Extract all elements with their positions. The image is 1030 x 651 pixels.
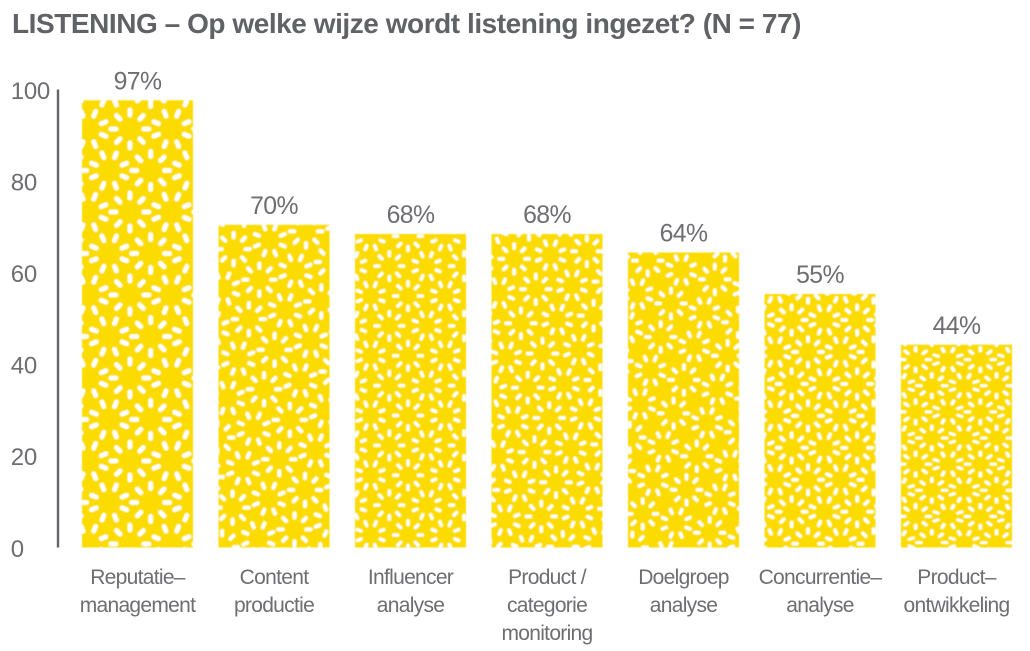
svg-text:68%: 68% [387, 202, 435, 229]
svg-text:Reputatie–: Reputatie– [90, 566, 186, 589]
svg-text:analyse: analyse [650, 594, 718, 617]
svg-text:70%: 70% [250, 193, 298, 220]
svg-text:100: 100 [11, 78, 50, 105]
svg-text:44%: 44% [933, 313, 981, 340]
svg-text:20: 20 [11, 444, 37, 471]
svg-text:productie: productie [234, 594, 314, 617]
svg-text:Concurrentie–: Concurrentie– [759, 566, 883, 589]
svg-text:0: 0 [11, 536, 24, 563]
svg-text:97%: 97% [114, 68, 162, 95]
svg-text:64%: 64% [660, 221, 708, 248]
svg-text:management: management [80, 594, 196, 617]
svg-text:Content: Content [240, 566, 310, 589]
svg-text:40: 40 [11, 353, 37, 380]
svg-text:Influencer: Influencer [368, 566, 454, 589]
svg-text:categorie: categorie [507, 594, 587, 617]
svg-text:monitoring: monitoring [501, 622, 592, 645]
svg-text:Doelgroep: Doelgroep [638, 566, 729, 589]
svg-text:ontwikkeling: ontwikkeling [904, 594, 1010, 617]
svg-text:Product–: Product– [917, 566, 996, 589]
svg-text:LISTENING – Op welke wijze wor: LISTENING – Op welke wijze wordt listeni… [12, 8, 801, 39]
svg-text:55%: 55% [796, 262, 844, 289]
svg-text:Product /: Product / [508, 566, 587, 589]
svg-text:68%: 68% [523, 202, 571, 229]
svg-text:analyse: analyse [786, 594, 854, 617]
svg-text:analyse: analyse [377, 594, 445, 617]
svg-text:80: 80 [11, 169, 37, 196]
svg-text:60: 60 [11, 261, 37, 288]
